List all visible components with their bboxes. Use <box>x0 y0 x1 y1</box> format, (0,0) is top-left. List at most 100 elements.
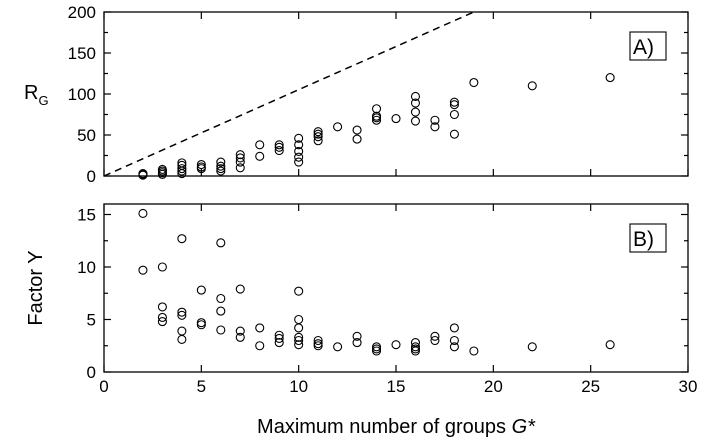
panel-a-data-point <box>138 168 148 179</box>
panel-a-data-point <box>313 136 323 146</box>
panel-b-tag: B) <box>629 223 667 253</box>
panel-a-data-point <box>294 140 304 150</box>
panel-a-data-point <box>430 115 440 125</box>
panel-b-data-point <box>449 323 459 333</box>
panel-b-data-point <box>157 302 167 312</box>
panel-a-data-point <box>235 150 245 160</box>
panel-a: 0 50 100 150 200 A) RG <box>24 3 689 186</box>
panel-b-x-tick-label: 0 <box>99 377 108 396</box>
panel-a-data-point <box>352 134 362 144</box>
panel-b-data-point <box>157 312 167 322</box>
panel-b-data-point <box>527 342 537 352</box>
panel-a-data-point <box>177 160 187 170</box>
panel-b-data-point <box>255 341 265 351</box>
panel-a-y-tick-label: 0 <box>87 167 96 186</box>
panel-a-data-point <box>177 158 187 168</box>
panel-b-data-point <box>294 323 304 333</box>
panel-b-data-point <box>157 317 167 327</box>
panel-a-data-point <box>371 115 382 125</box>
panel-b-data-point <box>449 335 459 346</box>
panel-a-data-point <box>527 81 537 91</box>
panel-b-data-point <box>294 335 304 346</box>
panel-a-data-point <box>274 142 284 152</box>
panel-b-data-point <box>391 340 401 350</box>
panel-b-data-point <box>313 335 323 346</box>
panel-a-data-point <box>216 164 226 174</box>
panel-b-data-point <box>352 338 362 348</box>
panel-b-data-point <box>177 334 187 345</box>
panel-a-data-point <box>313 132 323 142</box>
panel-a-data-point <box>333 122 343 132</box>
panel-b-x-tick-label: 10 <box>289 377 308 396</box>
panel-a-data-point <box>177 164 187 174</box>
panel-b-data-point <box>313 341 323 351</box>
panel-b-y-tick-label: 15 <box>77 206 96 225</box>
panel-b-data-point <box>274 330 284 340</box>
panel-a-tag-label: A) <box>633 36 654 59</box>
panel-b-frame <box>103 203 689 373</box>
panel-b-data-point <box>352 331 362 341</box>
panel-a-y-tick-label: 150 <box>68 44 96 63</box>
panel-a-data-point <box>371 104 382 114</box>
panel-a-data-point <box>410 116 421 126</box>
panel-b-axis: 0 5 10 15 20 25 30 0 5 10 15 <box>77 204 697 396</box>
panel-b-y-tick-label: 0 <box>87 363 96 382</box>
panel-a-data-point <box>294 152 304 162</box>
panel-a-y-axis-label-subscript: G <box>38 93 48 108</box>
panel-b-x-tick-label: 20 <box>484 377 503 396</box>
panel-b-data-point <box>333 342 343 352</box>
panel-b-data-point <box>235 332 245 342</box>
x-axis-label-text: Maximum number of groups <box>257 416 512 438</box>
panel-a-frame <box>103 11 689 177</box>
panel-b-tag-box <box>629 223 667 253</box>
panel-a-data-point <box>196 159 206 170</box>
panel-a-data-point <box>449 100 459 110</box>
panel-b-data-point <box>255 323 265 333</box>
panel-b-data-point <box>196 285 206 295</box>
panel-a-axis: 0 50 100 150 200 <box>68 3 689 186</box>
panel-b-data-point <box>294 340 304 350</box>
panel-a-data-point <box>274 140 284 150</box>
x-axis-label: Maximum number of groups G* <box>257 416 536 438</box>
panel-b: 0 5 10 15 20 25 30 0 5 10 15 B) Factor Y Maximum n… <box>25 203 697 438</box>
panel-b-data-point <box>138 265 148 275</box>
panel-a-data-point <box>352 125 362 135</box>
panel-a-data-point <box>430 122 440 132</box>
panel-a-data-point <box>216 157 226 167</box>
panel-a-y-tick-label: 50 <box>77 126 96 145</box>
panel-b-points <box>138 208 615 356</box>
panel-a-data-point <box>294 133 304 143</box>
panel-b-y-tick-label: 5 <box>87 311 96 330</box>
panel-b-data-point <box>430 335 440 346</box>
panel-b-data-point <box>177 310 187 320</box>
panel-a-reference-line-group <box>103 11 475 177</box>
panel-a-data-point <box>313 127 323 137</box>
x-axis-label-symbol: G* <box>512 416 537 438</box>
panel-b-data-point <box>177 326 187 336</box>
panel-b-y-tick-label: 10 <box>77 258 96 277</box>
panel-a-data-point <box>469 77 479 88</box>
panel-a-tag-box <box>629 31 667 61</box>
panel-a-data-point <box>605 73 615 83</box>
panel-b-data-point <box>449 342 459 352</box>
panel-a-data-point <box>449 109 459 120</box>
panel-b-data-point <box>410 346 421 356</box>
panel-b-data-point <box>274 333 284 343</box>
panel-b-x-tick-label: 25 <box>581 377 600 396</box>
panel-a-data-point <box>371 111 382 121</box>
panel-b-y-axis-label: Factor Y <box>25 250 47 325</box>
panel-b-data-point <box>371 346 382 356</box>
panel-b-x-tick-label: 30 <box>679 377 698 396</box>
panel-a-points <box>138 73 615 180</box>
panel-a-data-point <box>255 151 265 161</box>
panel-a-data-point <box>274 146 284 156</box>
panel-a-y-tick-label: 100 <box>68 85 96 104</box>
panel-b-x-tick-label: 5 <box>197 377 206 396</box>
panel-a-data-point <box>313 129 323 139</box>
panel-a-data-point <box>391 114 401 124</box>
panel-a-data-point <box>196 162 206 172</box>
panel-b-data-point <box>430 331 440 341</box>
panel-a-y-tick-label: 200 <box>68 3 96 22</box>
panel-b-data-point <box>605 340 615 350</box>
panel-b-data-point <box>294 332 304 342</box>
